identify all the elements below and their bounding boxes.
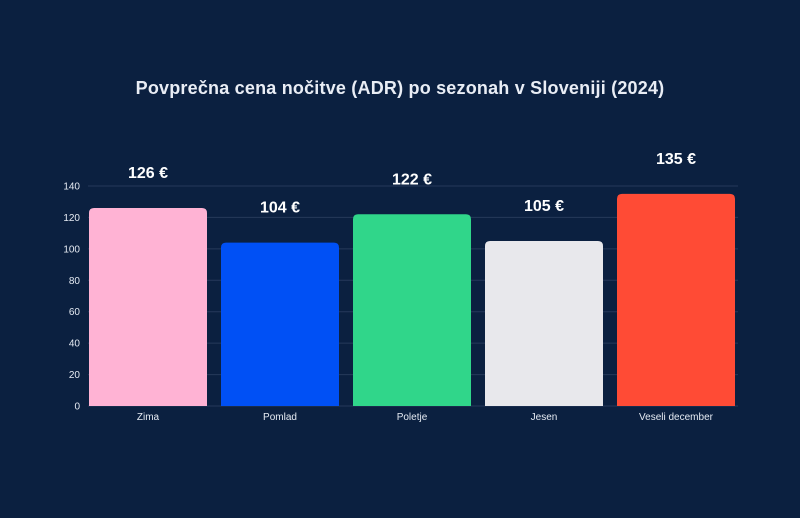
x-category-label: Zima [137, 412, 160, 423]
bar-poletje [353, 214, 471, 406]
x-category-label: Veseli december [639, 412, 714, 423]
y-tick-label: 120 [63, 213, 80, 224]
y-tick-label: 100 [63, 244, 80, 255]
data-label: 105 € [524, 198, 564, 215]
bar-veseli-december [617, 193, 735, 406]
y-tick-label: 80 [69, 276, 81, 287]
bar-jesen [485, 241, 603, 406]
x-category-label: Poletje [397, 412, 428, 423]
x-category-label: Jesen [531, 412, 558, 423]
bar-pomlad [221, 242, 339, 406]
data-label: 126 € [128, 165, 168, 182]
bar-zima [89, 208, 207, 406]
chart-title: Povprečna cena nočitve (ADR) po sezonah … [135, 78, 665, 98]
x-category-label: Pomlad [263, 412, 297, 423]
data-label: 122 € [392, 171, 432, 188]
y-tick-label: 60 [69, 307, 81, 318]
y-tick-label: 140 [63, 182, 80, 193]
y-tick-label: 20 [69, 370, 81, 381]
data-label: 135 € [656, 151, 696, 168]
y-tick-label: 40 [69, 339, 81, 350]
data-label: 104 € [260, 200, 300, 217]
y-tick-label: 0 [74, 402, 80, 413]
